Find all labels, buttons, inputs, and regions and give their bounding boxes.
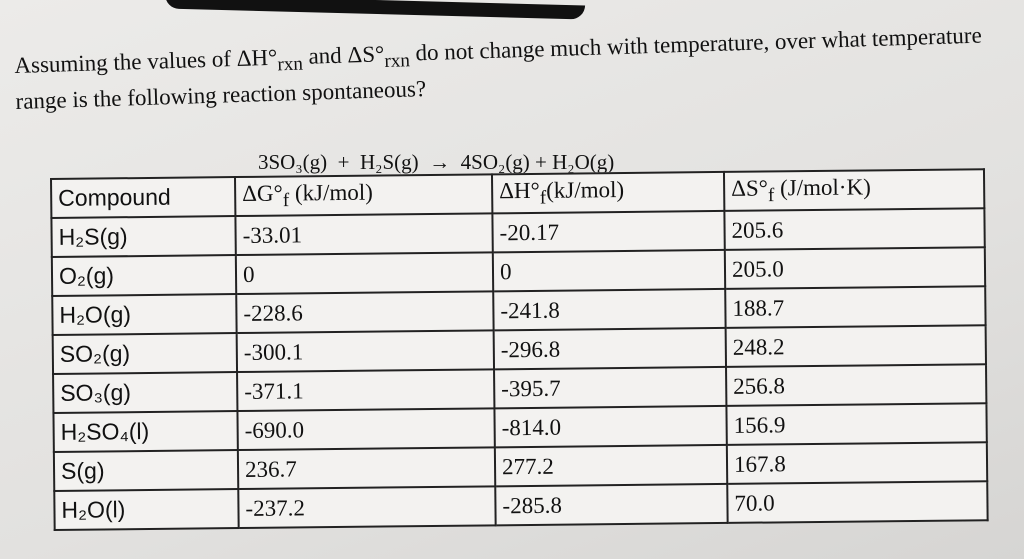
value-cell: -20.17 <box>492 210 725 253</box>
compound-cell: O₂(g) <box>51 255 237 296</box>
value-cell: 0 <box>235 252 494 295</box>
value-cell: 188.7 <box>725 286 986 328</box>
compound-cell: H₂S(g) <box>51 216 236 257</box>
value-cell: 248.2 <box>725 325 987 367</box>
header-text: ΔG° <box>242 180 283 206</box>
question: Assuming the values of ΔH°rxn and ΔS°rxn… <box>14 21 1016 116</box>
header-text: Compound <box>58 183 171 211</box>
compound-cell: SO₃(g) <box>53 372 238 413</box>
value-cell: -814.0 <box>494 405 727 448</box>
compound-cell: H₂SO₄(l) <box>53 411 238 452</box>
header-cell: ΔS°f (J/mol·K) <box>723 169 985 211</box>
value-cell: 205.6 <box>724 208 985 250</box>
value-cell: -285.8 <box>495 483 728 526</box>
header-unit: (kJ/mol) <box>546 176 625 203</box>
compound-cell: H₂O(l) <box>54 489 239 530</box>
value-cell: 0 <box>492 249 726 292</box>
subscript: rxn <box>277 53 304 76</box>
value-cell: -371.1 <box>237 369 495 412</box>
value-cell: -296.8 <box>493 327 727 370</box>
value-cell: 156.9 <box>726 403 987 445</box>
header-cell: ΔG°f (kJ/mol) <box>235 174 493 217</box>
header-unit: (J/mol·K) <box>774 174 871 201</box>
value-cell: -241.8 <box>493 288 726 331</box>
reaction: 3SO₃(g) + H₂S(g) → 4SO₂(g) + H₂O(g) <box>258 150 615 174</box>
header-text: ΔS° <box>731 175 769 201</box>
header-unit: (kJ/mol) <box>289 179 373 206</box>
subscript: rxn <box>384 50 411 72</box>
value-cell: -237.2 <box>238 486 496 529</box>
value-cell: 70.0 <box>727 481 988 523</box>
table-row: H₂O(l) -237.2 -285.8 70.0 <box>54 481 988 530</box>
value-cell: 236.7 <box>237 447 496 490</box>
header-text: ΔH° <box>499 177 540 203</box>
value-cell: 167.8 <box>726 442 988 484</box>
header-cell: ΔH°f(kJ/mol) <box>491 171 725 214</box>
question-text: and ΔS° <box>302 41 385 69</box>
data-table: Compound ΔG°f (kJ/mol) ΔH°f(kJ/mol) ΔS°f (J… <box>50 168 989 531</box>
value-cell: -690.0 <box>237 408 495 451</box>
value-cell: -395.7 <box>494 366 727 409</box>
compound-cell: H₂O(g) <box>52 294 237 335</box>
value-cell: 205.0 <box>724 247 986 289</box>
decoration <box>164 0 586 20</box>
value-cell: 256.8 <box>726 364 987 406</box>
value-cell: -300.1 <box>236 330 495 373</box>
compound-cell: SO₂(g) <box>52 333 238 374</box>
compound-cell: S(g) <box>53 450 239 491</box>
value-cell: 277.2 <box>494 444 728 487</box>
question-text: Assuming the values of ΔH° <box>14 44 278 78</box>
value-cell: -228.6 <box>236 291 494 334</box>
value-cell: -33.01 <box>235 213 493 256</box>
header-cell: Compound <box>51 177 236 218</box>
